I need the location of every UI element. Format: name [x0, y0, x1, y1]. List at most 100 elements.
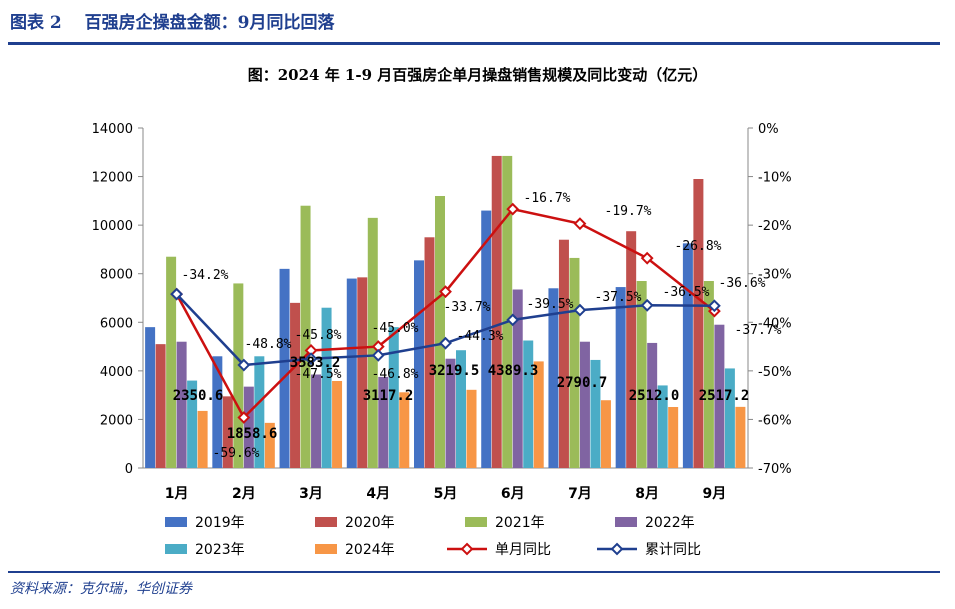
bar-2023年 — [724, 368, 735, 468]
data-label-cumulative-yoy: -48.8% — [245, 337, 292, 352]
bar-2022年 — [714, 324, 725, 468]
legend-swatch — [315, 517, 337, 527]
x-tick-label: 6月 — [501, 486, 525, 502]
data-label-2024: 4389.3 — [488, 363, 539, 379]
marker-累计同比 — [573, 303, 587, 317]
bar-2022年 — [647, 342, 658, 468]
bar-2023年 — [590, 359, 601, 468]
legend-label: 2022年 — [645, 515, 695, 531]
marker-单月同比 — [640, 251, 654, 265]
data-label-monthly-yoy: -45.0% — [372, 321, 419, 336]
bar-2021年 — [233, 283, 244, 468]
bar-2024年 — [264, 422, 275, 468]
legend-swatch — [165, 517, 187, 527]
legend-marker — [610, 542, 624, 556]
bar-2022年 — [579, 341, 590, 468]
data-label-cumulative-yoy: -37.5% — [595, 290, 642, 305]
x-tick-label: 9月 — [703, 486, 727, 502]
source-note: 资料来源：克尔瑞，华创证券 — [10, 581, 192, 597]
y2-tick-label: -50% — [758, 365, 792, 380]
bar-2021年 — [367, 217, 378, 468]
y-tick-label: 12000 — [92, 171, 133, 186]
marker-累计同比 — [506, 313, 520, 327]
bar-2024年 — [735, 406, 746, 468]
header-rule — [8, 42, 940, 45]
data-label-2024: 2512.0 — [629, 388, 680, 404]
bar-2021年 — [300, 205, 311, 468]
bar-2022年 — [445, 358, 456, 468]
footer-rule — [8, 571, 940, 573]
x-tick-label: 1月 — [165, 486, 189, 502]
marker-单月同比 — [573, 217, 587, 231]
data-label-2024: 2517.2 — [699, 388, 750, 404]
figure-title: 图表 2 百强房企操盘金额：9月同比回落 — [10, 13, 335, 33]
y-tick-label: 8000 — [100, 268, 133, 283]
bar-2019年 — [615, 287, 626, 468]
bar-2020年 — [155, 344, 166, 468]
bar-2022年 — [378, 376, 389, 468]
legend-marker — [460, 542, 474, 556]
x-tick-label: 3月 — [299, 486, 323, 502]
legend-label: 2021年 — [495, 515, 545, 531]
data-label-monthly-yoy: -19.7% — [605, 204, 652, 219]
data-label-2024: 2790.7 — [557, 375, 608, 391]
legend-label: 2024年 — [345, 542, 395, 558]
x-tick-label: 2月 — [232, 486, 256, 502]
data-label-monthly-yoy: -26.8% — [675, 239, 722, 254]
x-tick-label: 4月 — [366, 486, 390, 502]
bar-2024年 — [332, 380, 343, 468]
legend-swatch — [165, 544, 187, 554]
marker-累计同比 — [640, 298, 654, 312]
bar-2020年 — [626, 231, 637, 468]
legend-swatch — [315, 544, 337, 554]
bar-2019年 — [346, 278, 357, 468]
data-label-cumulative-yoy: -47.5% — [295, 367, 342, 382]
bar-2022年 — [243, 386, 254, 468]
legend-label: 2019年 — [195, 515, 245, 531]
bar-2020年 — [424, 237, 435, 468]
y2-tick-label: -30% — [758, 268, 792, 283]
marker-累计同比 — [707, 299, 721, 313]
legend-label: 单月同比 — [495, 542, 551, 558]
bar-2019年 — [481, 210, 492, 469]
bar-2023年 — [388, 327, 399, 468]
data-label-2024: 3583.2 — [290, 355, 341, 371]
bar-2021年 — [166, 256, 177, 468]
bar-2023年 — [657, 385, 668, 468]
marker-单月同比 — [506, 202, 520, 216]
y-tick-label: 0 — [125, 462, 133, 477]
bar-2023年 — [456, 350, 466, 468]
legend-swatch — [465, 517, 487, 527]
bar-2024年 — [600, 400, 611, 468]
bar-2024年 — [197, 410, 208, 468]
y-tick-label: 4000 — [100, 365, 133, 380]
bar-2019年 — [212, 356, 223, 468]
y2-tick-label: -60% — [758, 413, 792, 428]
data-label-cumulative-yoy: -36.5% — [663, 285, 710, 300]
bar-2024年 — [668, 406, 679, 468]
x-tick-label: 7月 — [568, 486, 592, 502]
data-label-cumulative-yoy: -36.6% — [719, 276, 766, 291]
bar-2020年 — [491, 155, 502, 468]
y-tick-label: 10000 — [92, 219, 133, 234]
bar-2021年 — [636, 281, 647, 468]
data-label-monthly-yoy: -37.7% — [735, 323, 782, 338]
data-label-monthly-yoy: -45.8% — [295, 328, 342, 343]
bar-2022年 — [311, 374, 322, 468]
legend-label: 2020年 — [345, 515, 395, 531]
y-tick-label: 14000 — [92, 122, 133, 137]
data-label-monthly-yoy: -16.7% — [524, 191, 571, 206]
figure-header: 图表 2 百强房企操盘金额：9月同比回落 — [0, 0, 955, 46]
bar-2020年 — [558, 239, 569, 468]
x-tick-label: 8月 — [635, 486, 659, 502]
marker-单月同比 — [237, 411, 251, 424]
bar-2021年 — [502, 155, 513, 468]
y2-tick-label: -40% — [758, 316, 792, 331]
y2-tick-label: -20% — [758, 219, 792, 234]
data-label-2024: 1858.6 — [227, 426, 278, 442]
data-label-2024: 2350.6 — [173, 388, 224, 404]
bar-2021年 — [703, 281, 714, 468]
bar-2023年 — [321, 307, 332, 468]
marker-单月同比 — [439, 285, 452, 299]
